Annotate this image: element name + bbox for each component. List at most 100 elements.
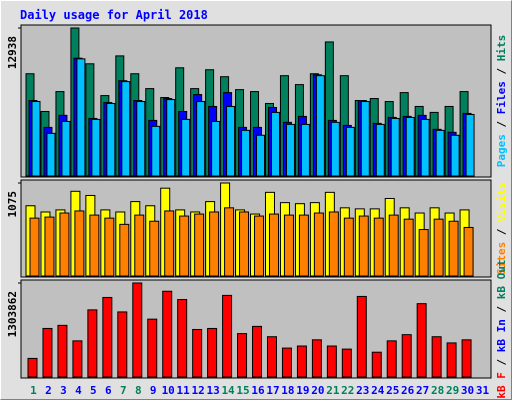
bar xyxy=(207,327,218,378)
bar xyxy=(375,123,385,177)
x-tick-label: 27 xyxy=(416,384,429,397)
bar xyxy=(209,211,220,277)
legend-entry: kB F xyxy=(495,372,508,399)
bar xyxy=(450,134,460,177)
bar xyxy=(448,220,459,277)
bar xyxy=(328,211,339,277)
bar xyxy=(283,214,294,277)
bar xyxy=(371,351,382,378)
bar xyxy=(177,299,188,378)
bar xyxy=(46,132,56,177)
x-tick-label: 15 xyxy=(236,384,249,397)
legend-entry: Files xyxy=(495,81,508,114)
bar xyxy=(91,118,101,177)
bar xyxy=(386,340,397,378)
legend-entry: Visits xyxy=(495,182,508,222)
bar xyxy=(268,213,279,277)
bar xyxy=(76,58,86,177)
x-tick-label: 25 xyxy=(386,384,399,397)
x-tick-label: 8 xyxy=(135,384,142,397)
bar xyxy=(237,333,248,378)
x-tick-label: 9 xyxy=(150,384,157,397)
x-tick-label: 2 xyxy=(45,384,52,397)
x-tick-label: 11 xyxy=(177,384,191,397)
bar xyxy=(341,348,352,378)
bar xyxy=(224,207,235,277)
x-tick-label: 22 xyxy=(341,384,354,397)
bar xyxy=(433,218,444,277)
bar xyxy=(311,339,322,378)
bar xyxy=(345,126,355,177)
bar xyxy=(164,210,175,277)
x-tick-label: 31 xyxy=(476,384,490,397)
bar xyxy=(360,101,370,177)
bar xyxy=(149,220,160,277)
bar xyxy=(104,217,115,277)
x-tick-label: 7 xyxy=(120,384,127,397)
legend-entry: Pages xyxy=(495,134,508,167)
bar xyxy=(181,118,191,177)
chart-title: Daily usage for April 2018 xyxy=(20,8,208,22)
bar xyxy=(151,125,161,177)
bar xyxy=(270,111,280,177)
bar xyxy=(162,290,173,378)
legend: Sites / Visits xyxy=(495,182,508,275)
y-max-label: 1303862 xyxy=(6,291,19,337)
bar xyxy=(358,215,369,277)
bar xyxy=(300,123,310,177)
bar xyxy=(87,309,98,378)
bar xyxy=(226,105,236,177)
legend-separator: / xyxy=(495,61,508,81)
bar xyxy=(373,217,384,277)
x-tick-label: 28 xyxy=(431,384,444,397)
x-tick-label: 17 xyxy=(266,384,279,397)
bar xyxy=(465,113,475,177)
bar xyxy=(461,339,472,378)
legend: kB F / kB In / kB Out xyxy=(495,259,508,398)
bar xyxy=(147,318,158,378)
x-tick-label: 6 xyxy=(105,384,112,397)
bar xyxy=(285,123,295,177)
bar xyxy=(196,101,206,177)
bar xyxy=(296,345,307,378)
legend-separator: / xyxy=(495,352,508,372)
bar xyxy=(44,216,55,277)
bar xyxy=(313,212,324,277)
bar xyxy=(446,342,457,378)
x-tick-label: 4 xyxy=(75,384,82,397)
bar xyxy=(298,214,309,277)
bar xyxy=(27,357,38,378)
bar xyxy=(61,120,71,177)
bar xyxy=(401,334,412,378)
bar xyxy=(256,134,266,177)
y-max-label: 1075 xyxy=(6,191,19,218)
bar xyxy=(416,303,427,378)
bar xyxy=(239,211,250,277)
x-tick-label: 12 xyxy=(192,384,205,397)
bar xyxy=(390,117,400,177)
legend-entry: Sites xyxy=(495,242,508,275)
x-tick-label: 30 xyxy=(461,384,474,397)
bar xyxy=(252,325,263,378)
bar xyxy=(134,214,145,277)
legend-entry: kB Out xyxy=(495,259,508,299)
bar xyxy=(403,218,414,277)
bar xyxy=(192,328,203,378)
bar xyxy=(74,210,85,277)
x-tick-label: 14 xyxy=(221,384,235,397)
x-tick-label: 10 xyxy=(162,384,175,397)
bar xyxy=(388,214,399,277)
bar xyxy=(281,347,292,378)
bar xyxy=(119,223,130,277)
legend-separator: / xyxy=(495,222,508,242)
bar xyxy=(121,81,131,177)
bar xyxy=(166,99,176,177)
bar xyxy=(330,121,340,177)
legend: Pages / Files / Hits xyxy=(495,35,508,168)
bar xyxy=(326,345,337,378)
x-tick-label: 23 xyxy=(356,384,369,397)
bar xyxy=(117,311,128,378)
x-tick-label: 26 xyxy=(401,384,415,397)
bar xyxy=(435,129,445,177)
bar xyxy=(59,212,70,277)
